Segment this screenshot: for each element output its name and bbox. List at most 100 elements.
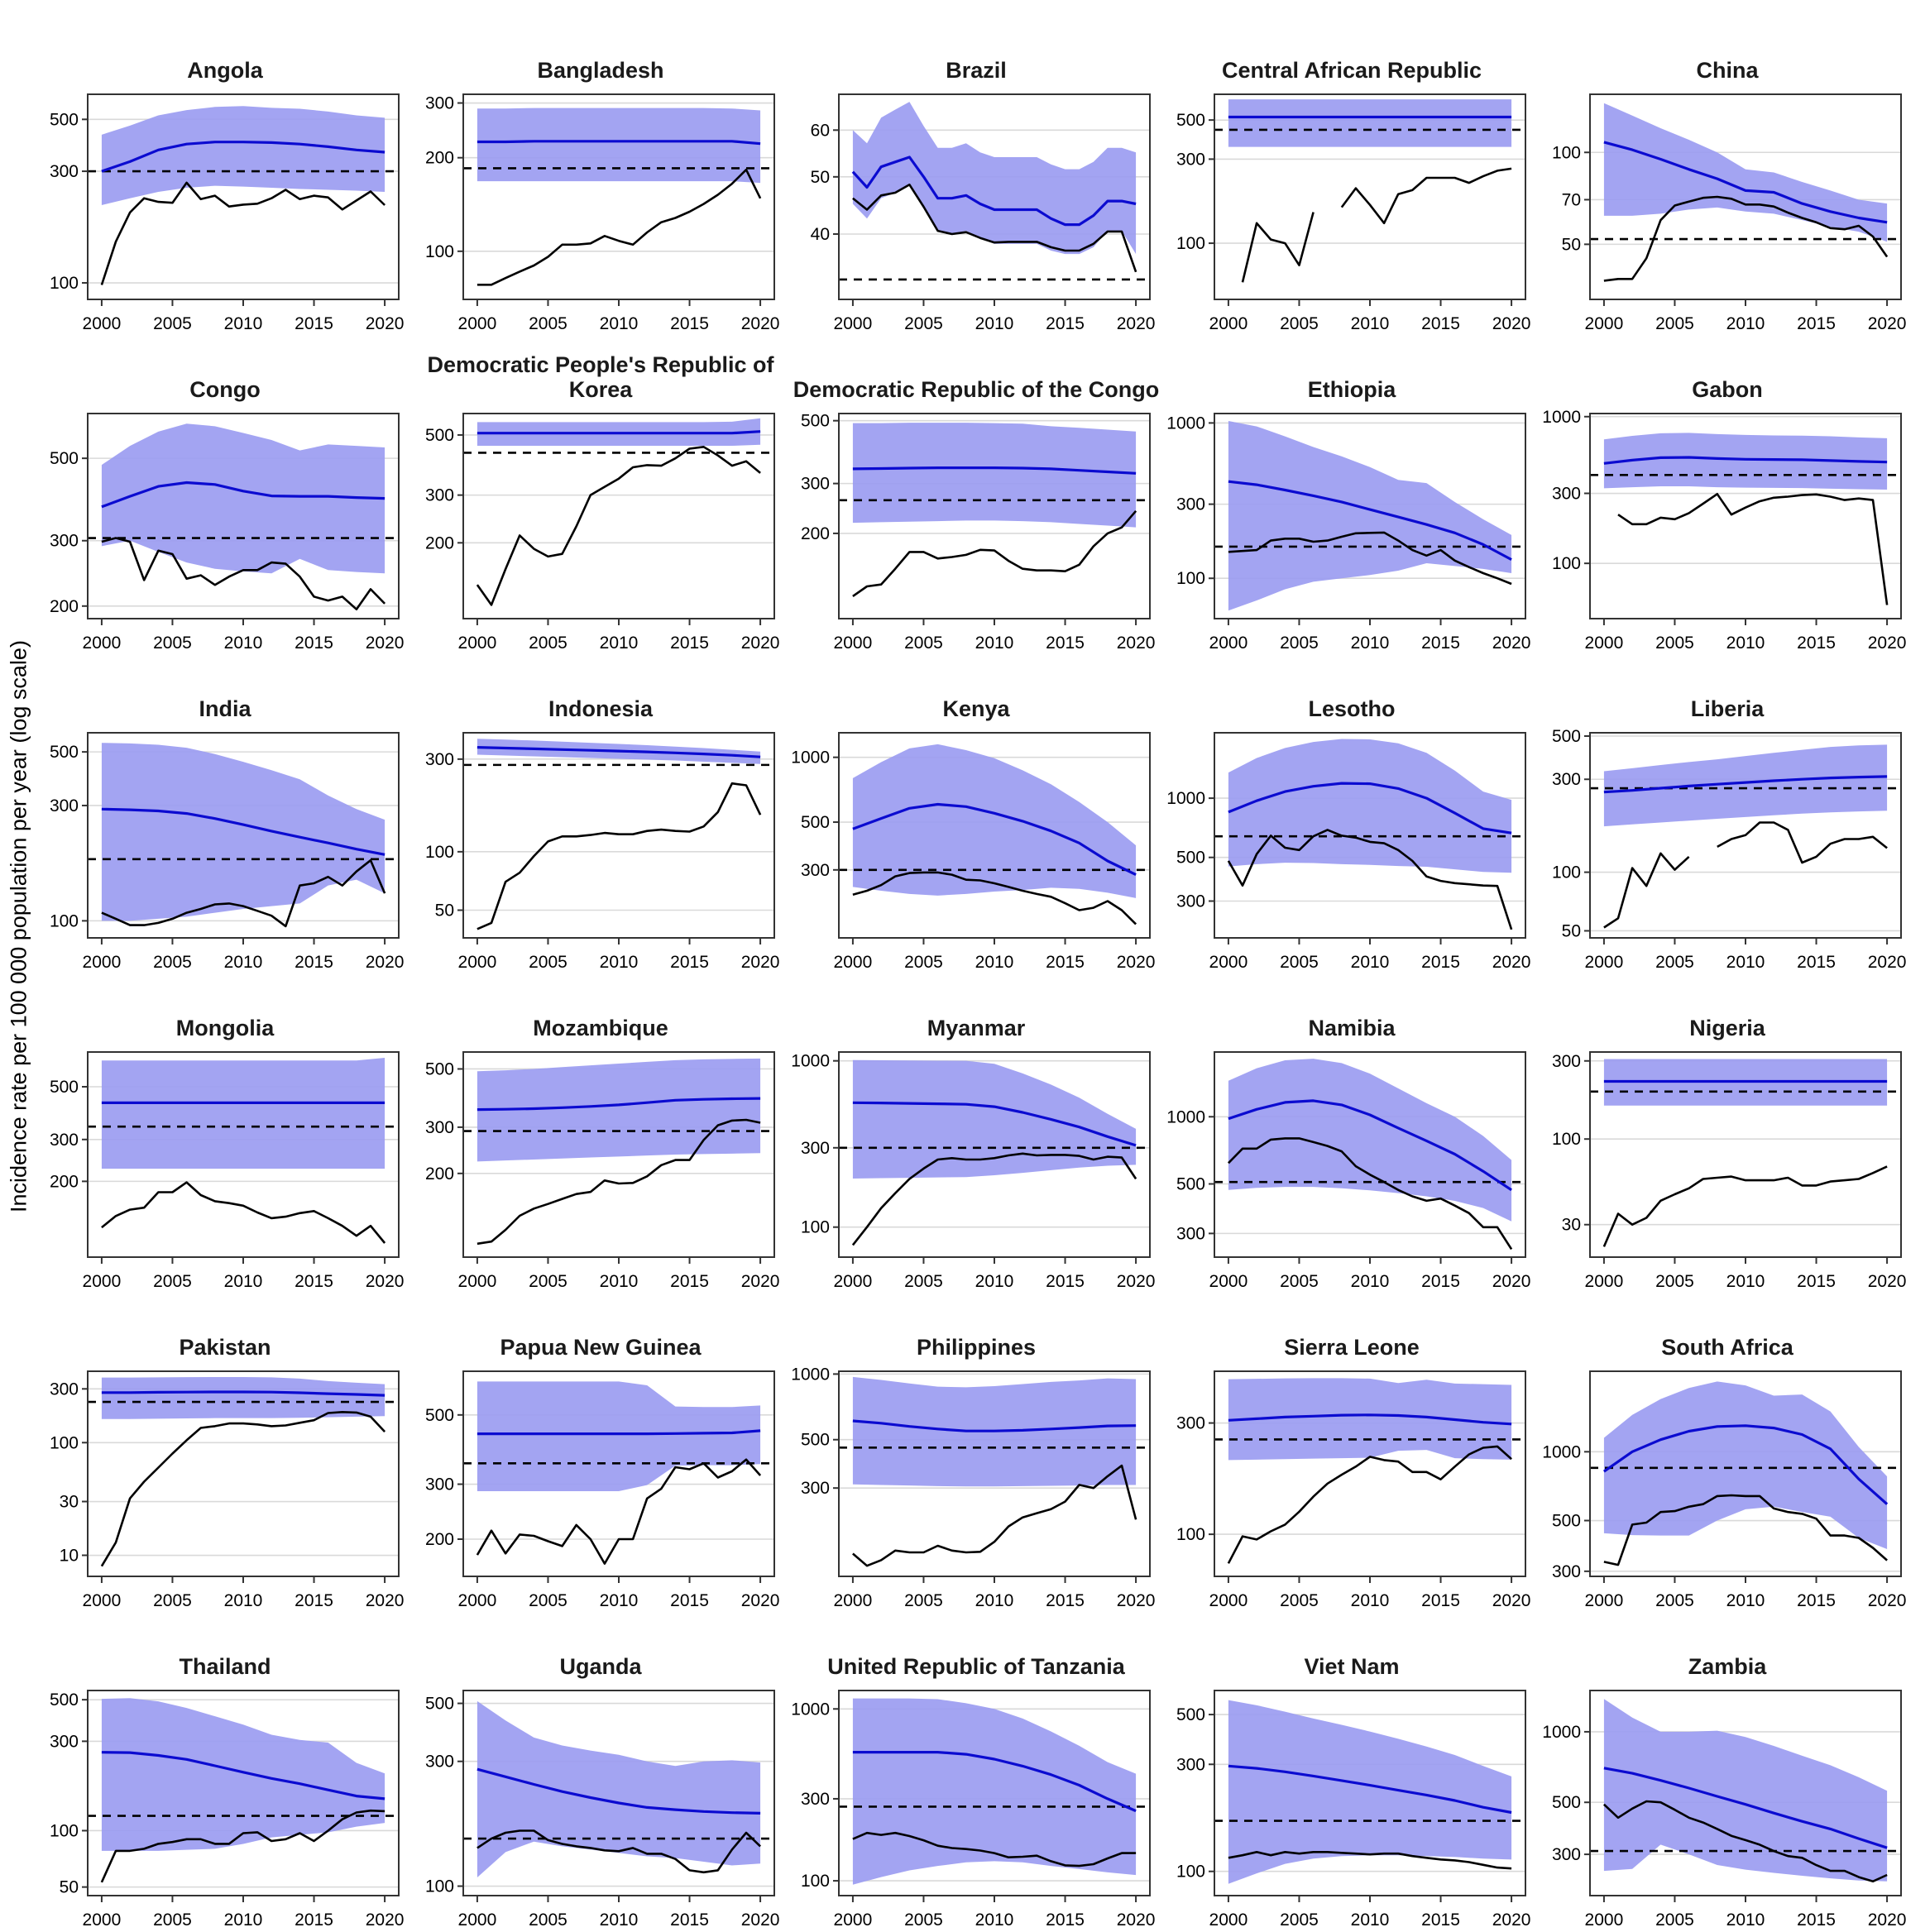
x-tick-label: 2000: [1585, 1910, 1624, 1930]
y-tick-label: 100: [1176, 234, 1205, 253]
confidence-ribbon: [101, 1377, 386, 1419]
x-tick-label: 2015: [295, 1910, 333, 1930]
notifications-line: [476, 1118, 761, 1246]
y-tick-label: 30: [1562, 1216, 1581, 1235]
x-tick-label: 2010: [224, 634, 263, 653]
x-tick-label: 2020: [1117, 953, 1156, 972]
x-tick-label: 2005: [529, 1910, 567, 1930]
x-tick-label: 2005: [153, 1591, 192, 1610]
x-tick-label: 2015: [1046, 634, 1085, 653]
y-tick-label: 500: [50, 1078, 79, 1097]
notifications-line: [101, 537, 386, 610]
x-tick-label: 2005: [1280, 953, 1319, 972]
y-tick-label: 200: [50, 597, 79, 616]
x-tick-label: 2010: [1351, 953, 1390, 972]
x-tick-label: 2005: [1280, 1910, 1319, 1930]
estimate-line: [1602, 1424, 1889, 1505]
confidence-ribbon: [1228, 1700, 1512, 1884]
y-tick-label: 500: [425, 1406, 454, 1425]
x-tick-label: 2020: [1868, 1910, 1906, 1930]
notifications-line: [100, 181, 386, 285]
x-tick-label: 2000: [458, 314, 497, 333]
y-tick-label: 300: [50, 1732, 79, 1751]
estimate-line: [852, 1419, 1137, 1432]
y-tick-label: 1000: [1542, 1723, 1581, 1742]
estimate-line: [1603, 1767, 1888, 1849]
y-tick-label: 50: [1562, 235, 1581, 254]
panel-title: United Republic of Tanzania: [827, 1653, 1125, 1679]
confidence-ribbon: [1228, 1059, 1512, 1222]
x-tick-label: 2015: [295, 314, 333, 333]
x-tick-label: 2010: [1726, 1591, 1765, 1610]
x-tick-label: 2005: [153, 634, 192, 653]
panel-title: China: [1696, 57, 1759, 83]
estimate-line: [101, 807, 386, 856]
x-tick-label: 2000: [83, 953, 122, 972]
panel-title: Namibia: [1308, 1015, 1396, 1040]
x-tick-label: 2010: [224, 314, 263, 333]
panel-plot: 200 300 500 2000 2005 2010 2015 2020: [425, 1370, 779, 1610]
x-tick-label: 2005: [1280, 1272, 1319, 1291]
x-tick-label: 2015: [1421, 634, 1460, 653]
x-tick-label: 2015: [1797, 1272, 1836, 1291]
panel-liberia: Liberia 50 100 300 500 2000 2005 2010 2015 2020: [1542, 667, 1906, 974]
estimate-line: [1228, 1764, 1512, 1815]
estimate-line: [1228, 480, 1512, 562]
y-tick-label: 500: [1176, 1175, 1205, 1194]
x-tick-label: 2015: [1421, 1591, 1460, 1610]
x-tick-label: 2020: [366, 953, 405, 972]
panel-plot: 100 200 300 2000 2005 2010 2015 2020: [425, 93, 779, 333]
confidence-ribbon: [1228, 420, 1512, 611]
x-tick-label: 2020: [1492, 314, 1531, 333]
x-tick-label: 2000: [83, 634, 122, 653]
y-tick-label: 500: [801, 813, 830, 832]
panel-china: China 50 70 100 2000 2005 2010 2015 2020: [1542, 28, 1906, 336]
y-tick-label: 100: [1176, 1525, 1205, 1544]
x-tick-label: 2020: [1117, 1591, 1156, 1610]
panel-lesotho: Lesotho 300 500 1000 2000 2005 2010 2015 2020: [1166, 667, 1537, 974]
notifications-line: [100, 1809, 386, 1883]
x-tick-label: 2000: [834, 1591, 873, 1610]
x-tick-label: 2015: [1421, 953, 1460, 972]
y-tick-label: 1000: [1542, 408, 1581, 427]
x-tick-label: 2005: [1655, 314, 1694, 333]
estimate-line: [851, 155, 1137, 227]
x-tick-label: 2020: [1492, 953, 1531, 972]
panel-mongolia: Mongolia 200 300 500 2000 2005 2010 2015 2020: [40, 986, 410, 1294]
x-tick-label: 2010: [1726, 1272, 1765, 1291]
panel-title: Nigeria: [1689, 1015, 1765, 1040]
panel-plot: 50 100 300 2000 2005 2010 2015 2020: [425, 732, 779, 972]
y-tick-label: 50: [811, 168, 830, 187]
x-tick-label: 2005: [529, 1591, 567, 1610]
panel-title: Congo: [189, 376, 261, 402]
x-tick-label: 2000: [83, 1272, 122, 1291]
x-tick-label: 2010: [1726, 1910, 1765, 1930]
estimate-line: [476, 1097, 761, 1112]
confidence-ribbon: [852, 744, 1137, 898]
panel-title: Sierra Leone: [1284, 1334, 1420, 1360]
x-tick-label: 2005: [904, 1272, 943, 1291]
y-tick-label: 300: [50, 1380, 79, 1399]
panel-papua-new-guinea: Papua New Guinea 200 300 500 2000 2005 2010 201…: [415, 1305, 786, 1613]
x-tick-label: 2005: [1655, 953, 1694, 972]
x-tick-label: 2015: [295, 634, 333, 653]
x-tick-label: 2000: [1585, 314, 1624, 333]
notifications-line: [101, 1181, 386, 1244]
x-tick-label: 2000: [1585, 953, 1624, 972]
x-tick-label: 2000: [1209, 314, 1248, 333]
y-tick-label: 100: [50, 1433, 79, 1452]
y-tick-label: 300: [801, 861, 830, 880]
x-tick-label: 2015: [1421, 314, 1460, 333]
y-tick-label: 100: [1176, 1863, 1205, 1882]
x-tick-label: 2000: [1585, 634, 1624, 653]
notifications-line: [1228, 531, 1512, 586]
x-tick-label: 2010: [600, 1591, 639, 1610]
y-tick-label: 300: [1176, 1414, 1205, 1433]
y-tick-label: 500: [801, 412, 830, 431]
y-tick-label: 300: [801, 1790, 830, 1809]
x-tick-label: 2015: [1421, 1910, 1460, 1930]
y-tick-label: 500: [1176, 1705, 1205, 1724]
confidence-ribbon: [101, 743, 386, 921]
x-tick-label: 2000: [83, 1591, 122, 1610]
